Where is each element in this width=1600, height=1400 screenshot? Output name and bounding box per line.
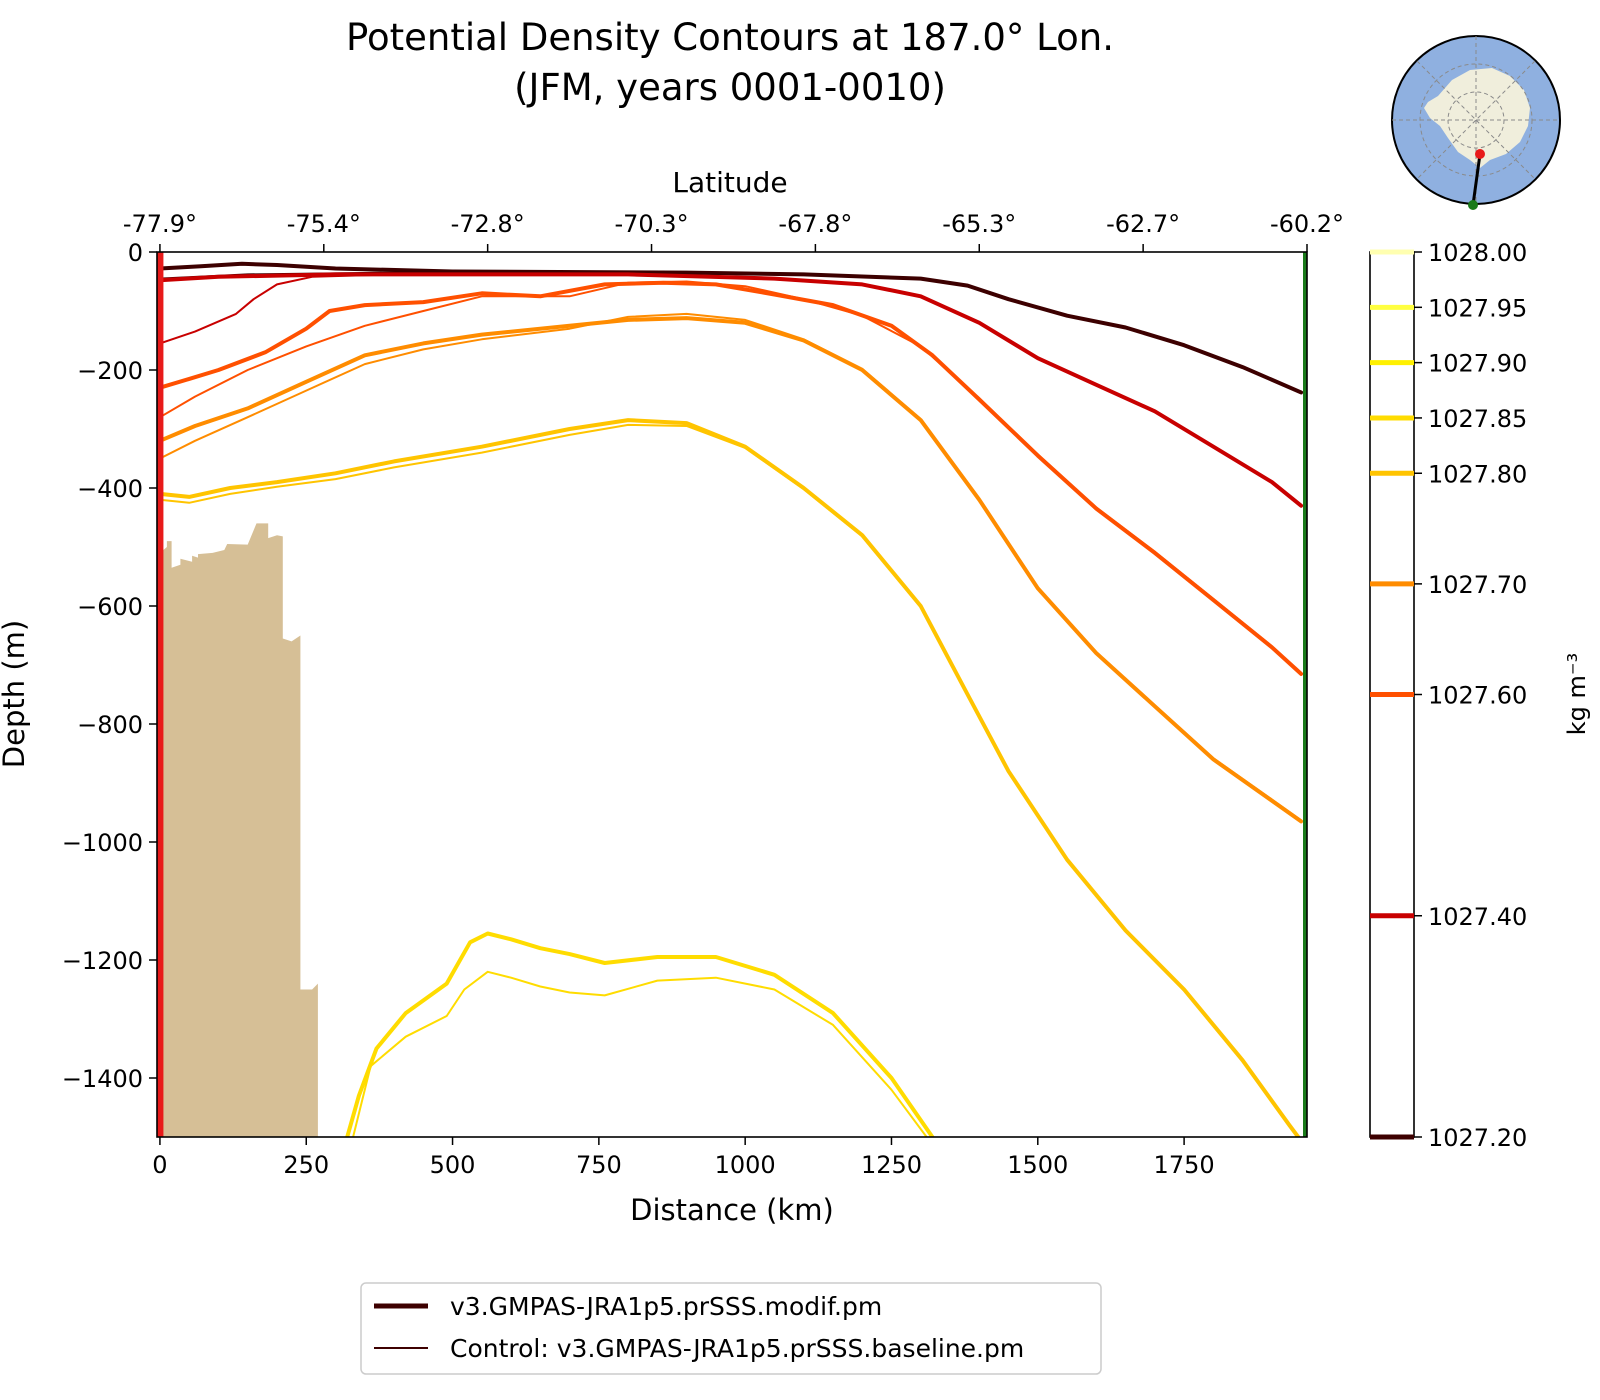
top-tick-label: -60.2° [1270, 210, 1344, 238]
y-tick-label: −200 [77, 357, 143, 385]
y-tick-label: −800 [77, 711, 143, 739]
colorbar-tick-label: 1027.60 [1428, 682, 1527, 710]
x-tick-label: 750 [576, 1151, 622, 1179]
colorbar-tick-label: 1027.80 [1428, 460, 1527, 488]
bathymetry [159, 523, 318, 1137]
legend: v3.GMPAS-JRA1p5.prSSS.modif.pm Control: … [360, 1282, 1102, 1375]
x-tick-label: 1000 [715, 1151, 776, 1179]
contour-1027-70-control [158, 312, 1303, 822]
top-tick-label: -77.9° [123, 210, 197, 238]
colorbar: 1027.20 1027.40 1027.60 1027.70 1027.80 1027.… [1369, 239, 1527, 1152]
top-axis: -77.9° -75.4° -72.8° -70.3° -67.8° -65.3° -62.… [123, 210, 1344, 252]
contour-1027-85-control [352, 970, 928, 1137]
legend-label-control: Control: v3.GMPAS-JRA1p5.prSSS.baseline.… [450, 1334, 1024, 1363]
contour-1027-40-control [158, 273, 1303, 507]
y-tick-label: −1200 [62, 947, 143, 975]
y-tick-label: −1400 [62, 1065, 143, 1093]
x-axis-label: Distance (km) [630, 1193, 834, 1227]
inset-map-transect-line [1471, 153, 1482, 206]
x-tick-label: 500 [430, 1151, 476, 1179]
plot-frame [156, 251, 1308, 1138]
x-tick-label: 0 [152, 1151, 167, 1179]
y-axis-label: Depth (m) [0, 620, 31, 768]
plot-background [157, 252, 1307, 1137]
top-tick-label: -62.7° [1106, 210, 1180, 238]
colorbar-tick-label: 1027.85 [1428, 405, 1527, 433]
contour-1027-60-control [158, 280, 1303, 674]
x-tick-label: 1500 [1007, 1151, 1068, 1179]
top-axis-label: Latitude [672, 166, 787, 199]
plot-area: 0 250 500 750 1000 1250 1500 1750 0 −200 −400 −600… [62, 210, 1344, 1179]
colorbar-label: kg m⁻³ [1563, 653, 1591, 735]
chart-title-line1: Potential Density Contours at 187.0° Lon… [346, 16, 1114, 59]
x-tick-label: 1250 [861, 1151, 922, 1179]
legend-label-modif: v3.GMPAS-JRA1p5.prSSS.modif.pm [450, 1292, 882, 1321]
top-tick-label: -65.3° [942, 210, 1016, 238]
inset-map-end-marker [1468, 200, 1478, 210]
colorbar-tick-label: 1027.20 [1428, 1124, 1527, 1152]
y-tick-label: −400 [77, 475, 143, 503]
colorbar-tick-label: 1027.90 [1428, 350, 1527, 378]
x-tick-label: 1750 [1154, 1151, 1215, 1179]
y-axis: 0 −200 −400 −600 −800 −1000 −1200 −1400 [62, 239, 157, 1093]
top-tick-label: -75.4° [287, 210, 361, 238]
colorbar-tick-label: 1027.40 [1428, 903, 1527, 931]
top-tick-label: -67.8° [778, 210, 852, 238]
inset-map-start-marker [1475, 149, 1485, 159]
legend-frame [360, 1282, 1102, 1375]
y-tick-label: 0 [128, 239, 143, 267]
x-axis: 0 250 500 750 1000 1250 1500 1750 [152, 1137, 1215, 1179]
contour-1027-85-modif [345, 931, 935, 1137]
y-tick-label: −1000 [62, 829, 143, 857]
y-tick-label: −600 [77, 593, 143, 621]
colorbar-tick-label: 1027.95 [1428, 294, 1527, 322]
top-tick-label: -70.3° [614, 210, 688, 238]
inset-map [1391, 35, 1561, 210]
colorbar-tick-label: 1027.70 [1428, 571, 1527, 599]
chart-title-line2: (JFM, years 0001-0010) [514, 66, 946, 109]
top-tick-label: -72.8° [451, 210, 525, 238]
colorbar-tick-label: 1028.00 [1428, 239, 1527, 267]
x-tick-label: 250 [283, 1151, 329, 1179]
contour-1027-80-control [158, 423, 1300, 1137]
